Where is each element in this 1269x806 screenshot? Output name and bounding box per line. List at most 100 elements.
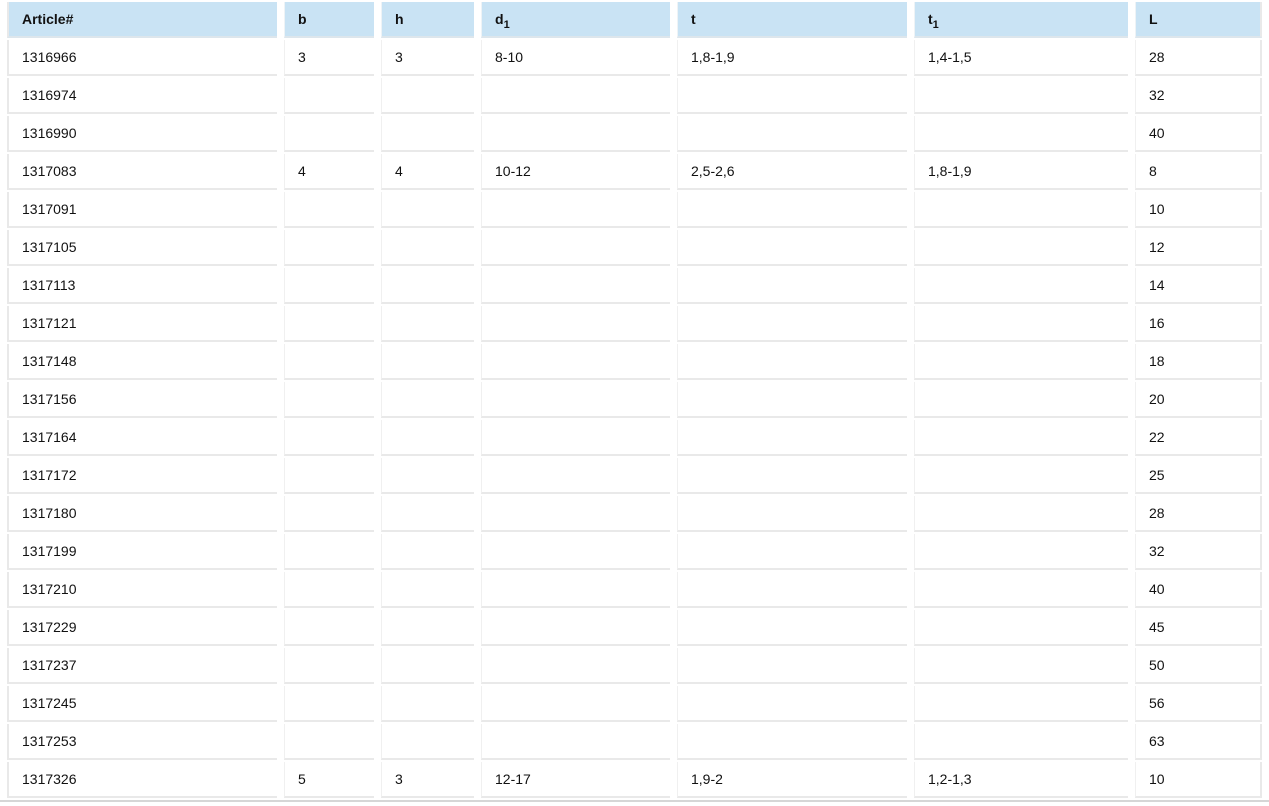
cell-t1 (914, 686, 1128, 722)
cell-b (284, 724, 374, 760)
cell-b (284, 230, 374, 266)
table-row: 1317105 12 (7, 230, 1262, 266)
cell-l: 25 (1135, 458, 1262, 494)
cell-t: 2,5-2,6 (677, 154, 907, 190)
cell-h (381, 230, 474, 266)
cell-article: 1317105 (7, 230, 277, 266)
cell-h (381, 306, 474, 342)
cell-t (677, 344, 907, 380)
cell-b (284, 572, 374, 608)
cell-l: 28 (1135, 496, 1262, 532)
cell-l: 63 (1135, 724, 1262, 760)
cell-d1: 12-17 (481, 762, 670, 798)
cell-t (677, 724, 907, 760)
cell-article: 1317148 (7, 344, 277, 380)
cell-t: 1,8-1,9 (677, 40, 907, 76)
cell-t1 (914, 648, 1128, 684)
table-row: 1317326 5 3 12-17 1,9-2 1,2-1,3 10 (7, 762, 1262, 798)
table-body: 1316966 3 3 8-10 1,8-1,9 1,4-1,5 28 1316974 32 13… (7, 40, 1262, 798)
cell-t1 (914, 534, 1128, 570)
cell-t1 (914, 496, 1128, 532)
table-row: 1316966 3 3 8-10 1,8-1,9 1,4-1,5 28 (7, 40, 1262, 76)
cell-article: 1317091 (7, 192, 277, 228)
cell-t: 1,9-2 (677, 762, 907, 798)
cell-l: 20 (1135, 382, 1262, 418)
table-row: 1317156 20 (7, 382, 1262, 418)
cell-t (677, 78, 907, 114)
cell-t (677, 686, 907, 722)
table-row: 1317113 14 (7, 268, 1262, 304)
column-header-b: b (284, 2, 374, 38)
cell-l: 40 (1135, 572, 1262, 608)
cell-b: 5 (284, 762, 374, 798)
cell-t1: 1,2-1,3 (914, 762, 1128, 798)
cell-d1 (481, 230, 670, 266)
cell-t (677, 496, 907, 532)
cell-h (381, 344, 474, 380)
cell-h (381, 458, 474, 494)
cell-h (381, 686, 474, 722)
cell-l: 40 (1135, 116, 1262, 152)
cell-t (677, 458, 907, 494)
cell-h (381, 268, 474, 304)
column-header-subscript: 1 (932, 18, 939, 31)
cell-l: 8 (1135, 154, 1262, 190)
cell-article: 1317229 (7, 610, 277, 646)
cell-d1 (481, 268, 670, 304)
cell-t (677, 534, 907, 570)
column-header-h: h (381, 2, 474, 38)
cell-h (381, 572, 474, 608)
cell-d1 (481, 610, 670, 646)
cell-l: 56 (1135, 686, 1262, 722)
header-row: Article# b h d1 t t1 L (7, 2, 1262, 38)
cell-b (284, 458, 374, 494)
cell-d1 (481, 306, 670, 342)
cell-d1 (481, 496, 670, 532)
cell-b (284, 306, 374, 342)
cell-t1 (914, 724, 1128, 760)
cell-h (381, 420, 474, 456)
table-header: Article# b h d1 t t1 L (7, 2, 1262, 38)
cell-h (381, 724, 474, 760)
cell-b (284, 116, 374, 152)
cell-h (381, 192, 474, 228)
cell-b (284, 686, 374, 722)
cell-l: 22 (1135, 420, 1262, 456)
cell-d1 (481, 458, 670, 494)
cell-article: 1317156 (7, 382, 277, 418)
table-row: 1317253 63 (7, 724, 1262, 760)
cell-t1 (914, 116, 1128, 152)
cell-l: 10 (1135, 192, 1262, 228)
cell-b (284, 648, 374, 684)
table-row: 1317237 50 (7, 648, 1262, 684)
table-row: 1316974 32 (7, 78, 1262, 114)
cell-b (284, 496, 374, 532)
cell-t1 (914, 610, 1128, 646)
cell-d1 (481, 116, 670, 152)
table-row: 1316990 40 (7, 116, 1262, 152)
column-header-l: L (1135, 2, 1262, 38)
cell-b: 4 (284, 154, 374, 190)
table-row: 1317164 22 (7, 420, 1262, 456)
cell-article: 1316974 (7, 78, 277, 114)
column-header-article: Article# (7, 2, 277, 38)
cell-d1 (481, 420, 670, 456)
table-row: 1317121 16 (7, 306, 1262, 342)
cell-d1 (481, 572, 670, 608)
cell-t1 (914, 192, 1128, 228)
cell-b (284, 382, 374, 418)
cell-article: 1316990 (7, 116, 277, 152)
table-row: 1317083 4 4 10-12 2,5-2,6 1,8-1,9 8 (7, 154, 1262, 190)
cell-article: 1316966 (7, 40, 277, 76)
cell-h (381, 496, 474, 532)
cell-h: 4 (381, 154, 474, 190)
cell-t (677, 610, 907, 646)
cell-t (677, 192, 907, 228)
cell-t (677, 382, 907, 418)
cell-t (677, 230, 907, 266)
cell-b (284, 420, 374, 456)
table-row: 1317210 40 (7, 572, 1262, 608)
cell-l: 14 (1135, 268, 1262, 304)
